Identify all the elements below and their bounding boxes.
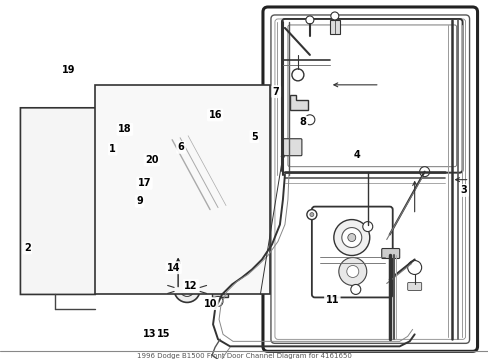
Circle shape (346, 265, 358, 278)
Circle shape (330, 12, 338, 20)
Circle shape (347, 234, 355, 242)
Text: 12: 12 (183, 281, 197, 291)
Text: 19: 19 (62, 65, 75, 75)
Polygon shape (329, 20, 339, 34)
Text: 18: 18 (118, 124, 131, 134)
FancyBboxPatch shape (282, 139, 301, 156)
FancyBboxPatch shape (381, 248, 399, 258)
Circle shape (407, 261, 421, 274)
Text: 5: 5 (250, 131, 257, 141)
Polygon shape (289, 95, 307, 110)
FancyBboxPatch shape (311, 207, 392, 297)
Text: 10: 10 (203, 298, 217, 309)
Text: 17: 17 (138, 178, 151, 188)
Text: 6: 6 (177, 142, 184, 152)
Circle shape (174, 276, 200, 302)
Text: 3: 3 (460, 185, 467, 195)
Polygon shape (212, 282, 227, 297)
Text: 2: 2 (24, 243, 31, 253)
Text: 1996 Dodge B1500 Front Door Channel Diagram for 4161650: 1996 Dodge B1500 Front Door Channel Diag… (136, 353, 351, 359)
Circle shape (419, 167, 429, 177)
Polygon shape (20, 108, 155, 294)
Text: 15: 15 (157, 329, 170, 339)
Text: 8: 8 (299, 117, 306, 127)
Circle shape (291, 69, 303, 81)
Text: 20: 20 (145, 155, 158, 165)
Circle shape (341, 228, 361, 248)
Circle shape (305, 16, 313, 24)
Text: 9: 9 (136, 196, 142, 206)
Circle shape (304, 115, 314, 125)
Text: 11: 11 (325, 295, 338, 305)
Text: 7: 7 (272, 87, 279, 96)
FancyBboxPatch shape (407, 283, 421, 291)
Text: 16: 16 (208, 110, 222, 120)
Circle shape (306, 210, 316, 220)
Circle shape (309, 213, 313, 217)
Circle shape (184, 287, 190, 292)
Polygon shape (95, 85, 269, 294)
Circle shape (338, 257, 366, 285)
Circle shape (362, 221, 372, 231)
Circle shape (213, 296, 223, 306)
Polygon shape (247, 210, 264, 225)
Circle shape (180, 283, 194, 296)
Text: 14: 14 (166, 263, 180, 273)
Text: 1: 1 (109, 144, 116, 154)
Text: 4: 4 (353, 149, 359, 159)
Circle shape (350, 284, 360, 294)
Polygon shape (244, 255, 258, 267)
Text: 13: 13 (142, 329, 156, 339)
FancyBboxPatch shape (282, 19, 462, 173)
Circle shape (333, 220, 369, 256)
